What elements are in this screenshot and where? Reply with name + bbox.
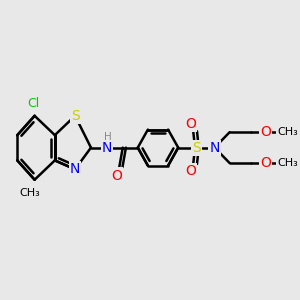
Text: CH₃: CH₃ (278, 127, 298, 137)
Text: O: O (185, 117, 196, 131)
Text: H: H (104, 132, 112, 142)
Text: S: S (71, 109, 80, 123)
Text: CH₃: CH₃ (278, 158, 298, 168)
Text: N: N (70, 162, 80, 176)
Text: S: S (192, 141, 201, 154)
Text: N: N (102, 141, 112, 154)
Text: Cl: Cl (27, 97, 39, 110)
Text: O: O (260, 125, 271, 139)
Text: O: O (185, 164, 196, 178)
Text: O: O (260, 156, 271, 170)
Text: O: O (111, 169, 122, 183)
Text: CH₃: CH₃ (19, 188, 40, 198)
Text: N: N (209, 141, 220, 154)
